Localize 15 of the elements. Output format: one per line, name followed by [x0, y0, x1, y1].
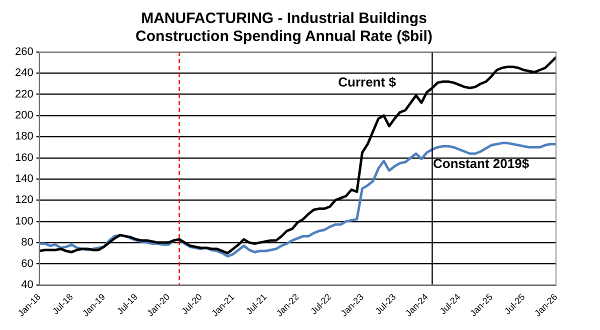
y-tick-label: 140 — [14, 173, 34, 186]
y-tick-label: 40 — [21, 278, 34, 291]
y-tick-label: 260 — [14, 46, 34, 58]
y-tick-label: 200 — [14, 110, 34, 122]
y-tick-label: 100 — [14, 215, 34, 228]
series-label: Constant 2019$ — [432, 156, 530, 172]
y-tick-label: 180 — [14, 130, 34, 143]
y-tick-label: 60 — [21, 258, 34, 270]
y-tick-label: 80 — [21, 236, 34, 249]
y-tick-label: 220 — [14, 88, 34, 100]
y-tick-label: 240 — [14, 67, 34, 80]
chart-title: MANUFACTURING - Industrial Buildings Construction Spending Annual Rate ($bil) — [136, 10, 432, 46]
series-label: Current $ — [338, 74, 397, 90]
y-tick-label: 160 — [14, 152, 34, 164]
y-tick-label: 120 — [14, 194, 34, 206]
